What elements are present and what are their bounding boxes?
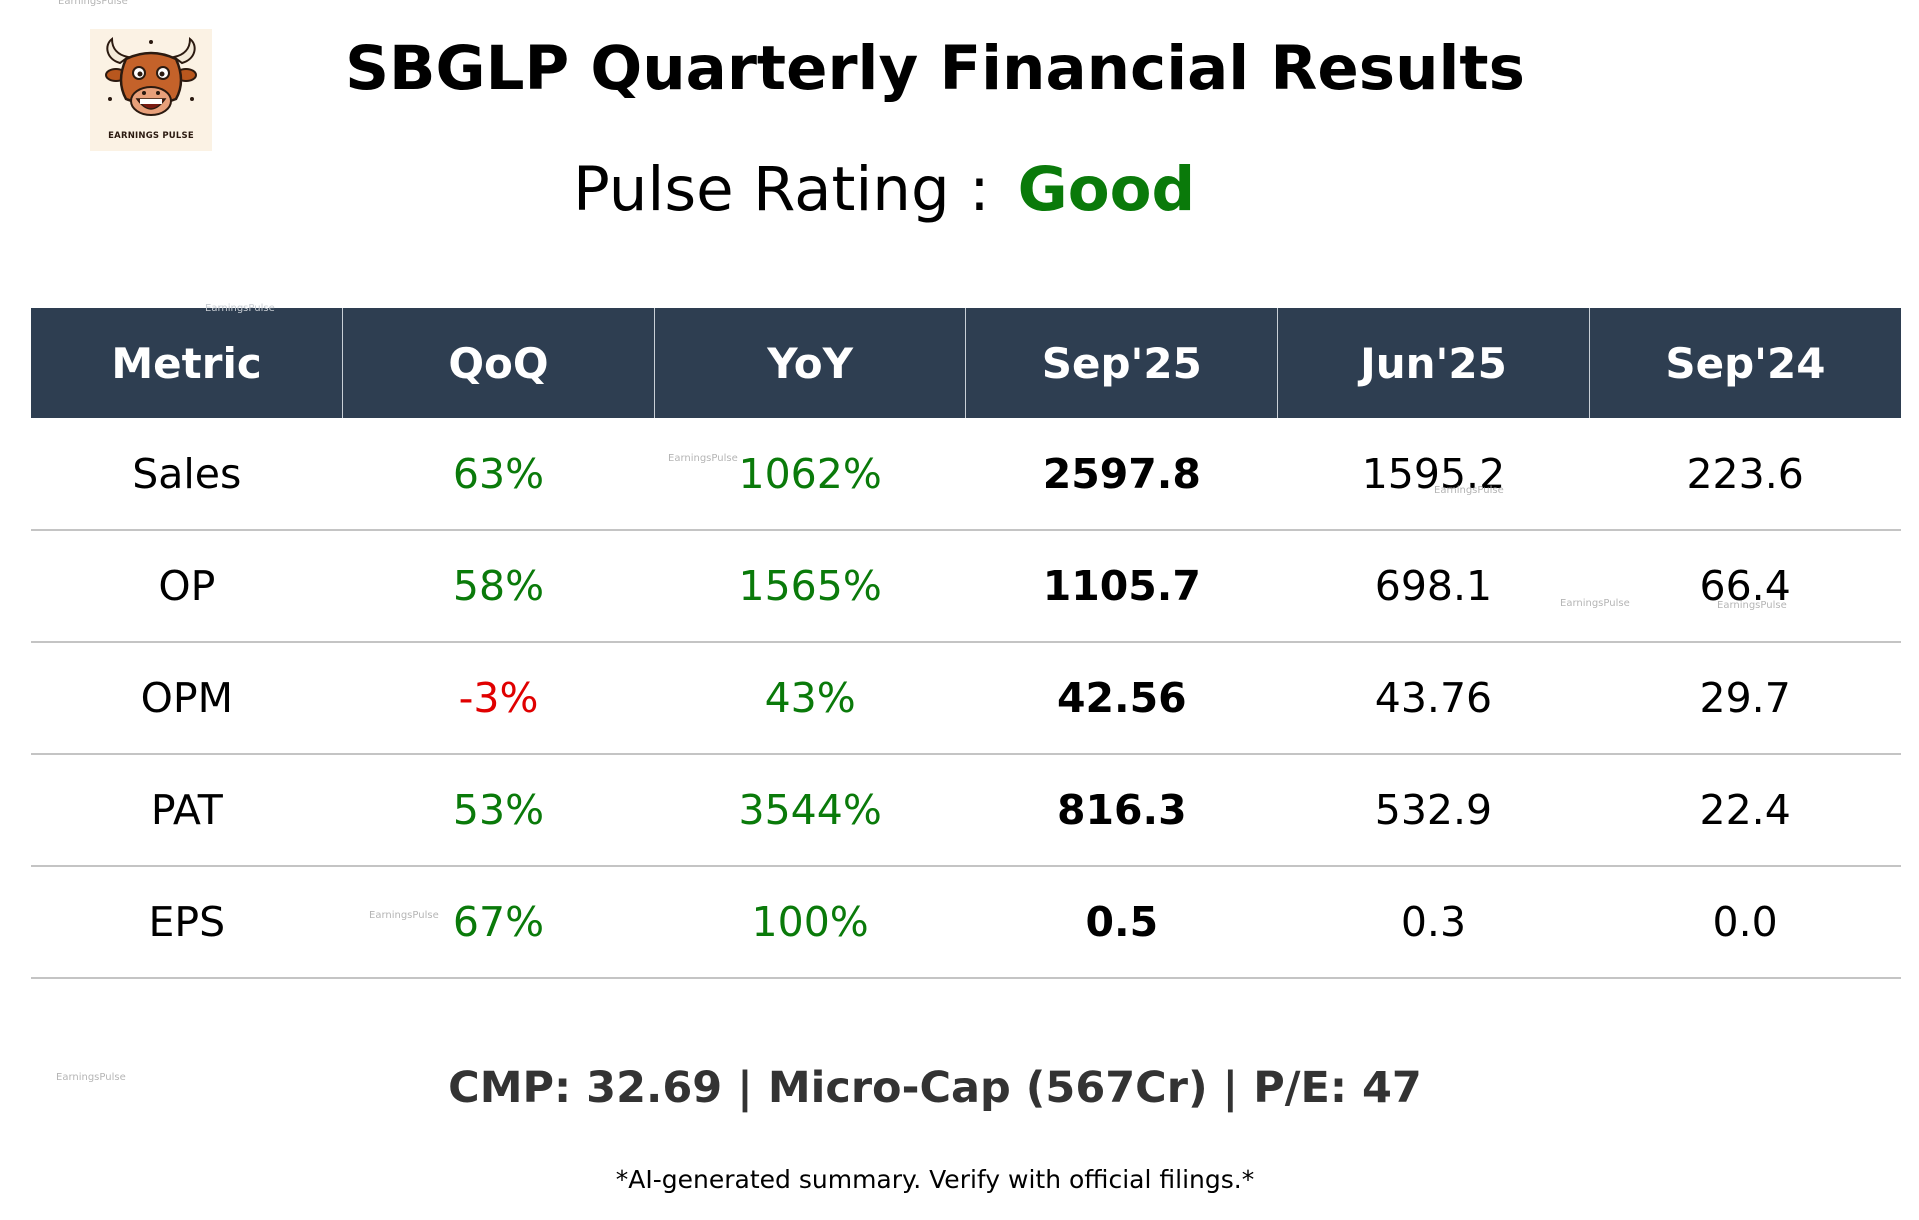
table-row: PAT 53% 3544% 816.3 532.9 22.4 bbox=[31, 754, 1901, 867]
table-row: OPM -3% 43% 42.56 43.76 29.7 bbox=[31, 642, 1901, 755]
metric-cell: OPM bbox=[31, 642, 343, 755]
watermark: EarningsPulse bbox=[1560, 598, 1630, 609]
metric-cell: EPS bbox=[31, 866, 343, 979]
qoq-cell: 58% bbox=[342, 530, 655, 643]
sep25-cell: 0.5 bbox=[965, 866, 1278, 979]
page-title: SBGLP Quarterly Financial Results bbox=[345, 33, 1525, 104]
disclaimer: *AI-generated summary. Verify with offic… bbox=[615, 1165, 1255, 1194]
header-qoq: QoQ bbox=[342, 308, 655, 418]
metric-cell: PAT bbox=[31, 754, 343, 867]
sep25-cell: 42.56 bbox=[965, 642, 1278, 755]
sep24-cell: 223.6 bbox=[1589, 418, 1901, 531]
jun25-cell: 0.3 bbox=[1277, 866, 1590, 979]
pulse-rating-label: Pulse Rating : bbox=[573, 154, 990, 225]
watermark: EarningsPulse bbox=[58, 0, 128, 7]
watermark: EarningsPulse bbox=[1434, 485, 1504, 496]
jun25-cell: 1595.2 bbox=[1277, 418, 1590, 531]
sep25-cell: 816.3 bbox=[965, 754, 1278, 867]
yoy-cell: 43% bbox=[654, 642, 966, 755]
yoy-cell: 1062% bbox=[654, 418, 966, 531]
header-jun25: Jun'25 bbox=[1277, 308, 1590, 418]
pulse-rating-value: Good bbox=[1017, 154, 1196, 225]
header-yoy: YoY bbox=[653, 308, 966, 418]
watermark: EarningsPulse bbox=[1717, 600, 1787, 611]
earnings-pulse-logo: EARNINGS PULSE bbox=[90, 29, 212, 151]
logo-text: EARNINGS PULSE bbox=[108, 131, 194, 141]
sep25-cell: 1105.7 bbox=[965, 530, 1278, 643]
sep24-cell: 66.4 bbox=[1589, 530, 1901, 643]
market-summary: CMP: 32.69 | Micro-Cap (567Cr) | P/E: 47 bbox=[448, 1063, 1422, 1113]
watermark: EarningsPulse bbox=[56, 1072, 126, 1083]
sep24-cell: 0.0 bbox=[1589, 866, 1901, 979]
header-metric: Metric bbox=[31, 308, 343, 418]
sep24-cell: 29.7 bbox=[1589, 642, 1901, 755]
jun25-cell: 43.76 bbox=[1277, 642, 1590, 755]
yoy-cell: 3544% bbox=[654, 754, 966, 867]
metric-cell: Sales bbox=[31, 418, 343, 531]
yoy-cell: 100% bbox=[654, 866, 966, 979]
table-header-row: Metric QoQ YoY Sep'25 Jun'25 Sep'24 bbox=[31, 308, 1901, 418]
qoq-cell: 67% bbox=[342, 866, 655, 979]
pulse-rating: Pulse Rating : Good bbox=[573, 152, 1195, 228]
results-table: Metric QoQ YoY Sep'25 Jun'25 Sep'24 Sale… bbox=[31, 308, 1901, 979]
header-sep25: Sep'25 bbox=[965, 308, 1278, 418]
table-row: Sales 63% 1062% 2597.8 1595.2 223.6 bbox=[31, 418, 1901, 531]
sep25-cell: 2597.8 bbox=[965, 418, 1278, 531]
watermark: EarningsPulse bbox=[369, 910, 439, 921]
watermark: EarningsPulse bbox=[205, 303, 275, 314]
table-row: OP 58% 1565% 1105.7 698.1 66.4 bbox=[31, 530, 1901, 643]
sep24-cell: 22.4 bbox=[1589, 754, 1901, 867]
bull-mascot-icon bbox=[105, 36, 197, 116]
table-row: EPS 67% 100% 0.5 0.3 0.0 bbox=[31, 866, 1901, 979]
qoq-cell: 53% bbox=[342, 754, 655, 867]
qoq-cell: -3% bbox=[342, 642, 655, 755]
qoq-cell: 63% bbox=[342, 418, 655, 531]
jun25-cell: 698.1 bbox=[1277, 530, 1590, 643]
header-sep24: Sep'24 bbox=[1588, 308, 1901, 418]
metric-cell: OP bbox=[31, 530, 343, 643]
yoy-cell: 1565% bbox=[654, 530, 966, 643]
jun25-cell: 532.9 bbox=[1277, 754, 1590, 867]
watermark: EarningsPulse bbox=[668, 453, 738, 464]
